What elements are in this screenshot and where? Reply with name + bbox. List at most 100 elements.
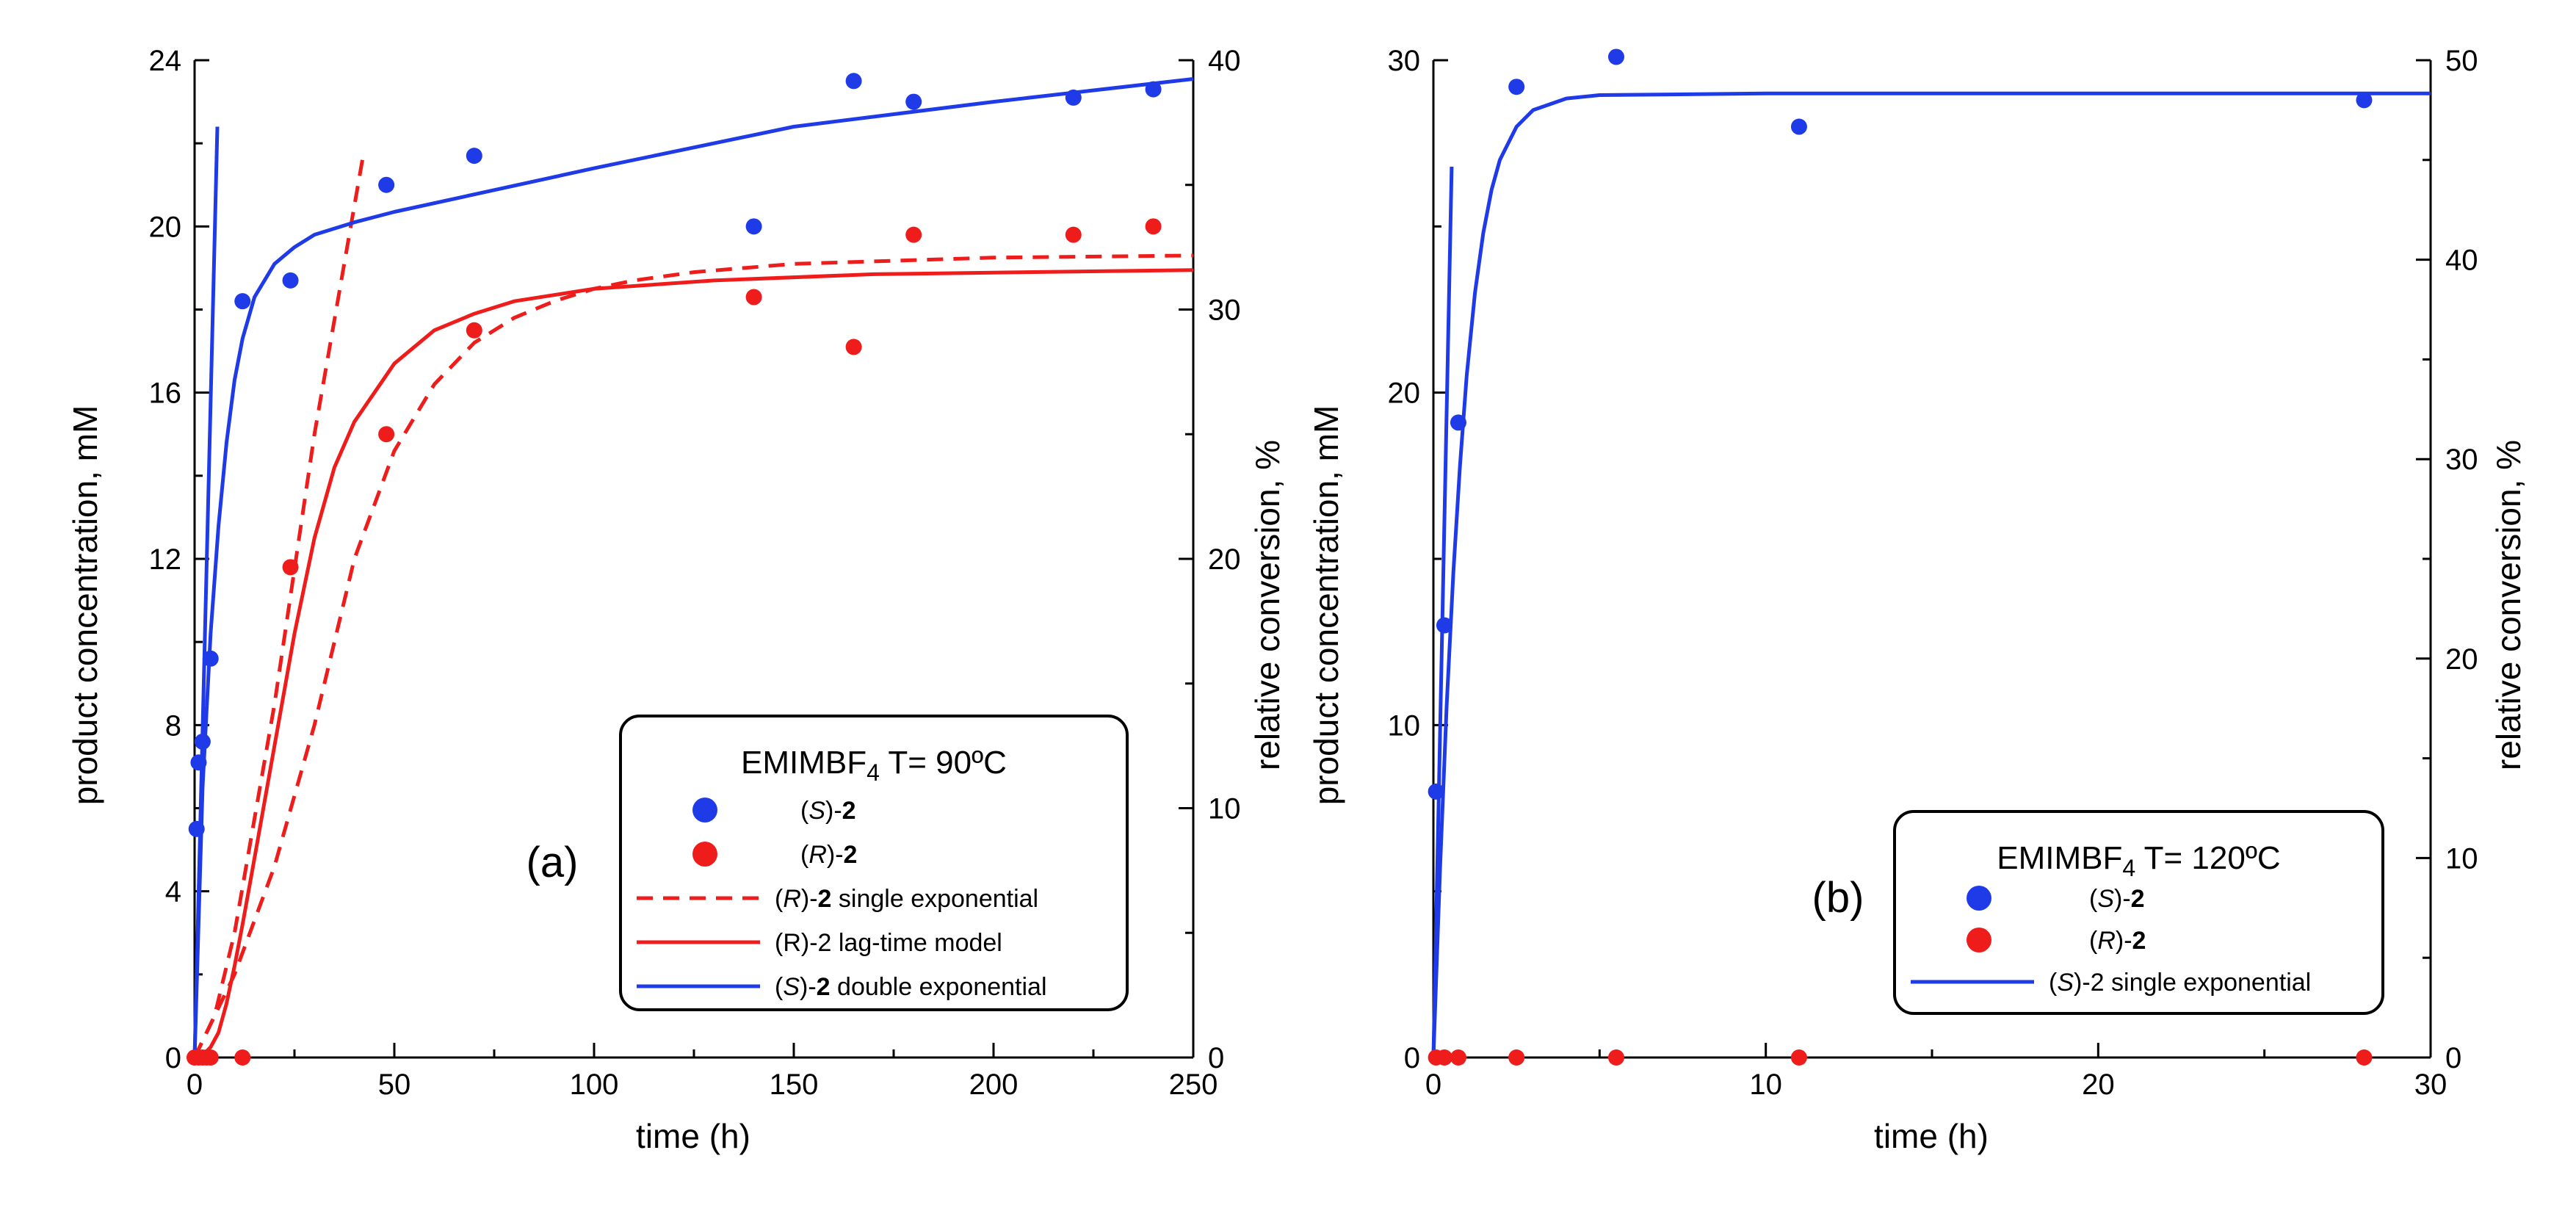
legend-label: (R)-2 [800,841,857,869]
legend-box [1893,810,2384,1015]
y2-axis-title-a: relative conversion, % [1248,440,1287,770]
legend-label: (S)-2 [2089,885,2145,913]
axes-a [193,59,1195,1059]
y-axis-title-a: product concentration, mM [66,405,104,806]
data-point-blue [282,272,299,289]
curve--r-2-single-exponential-initial-slope- [192,159,364,1059]
data-point-red [282,559,299,576]
y-axis-title-b: product concentration, mM [1307,405,1345,806]
data-point-red [234,1049,251,1066]
y2-tick-label: 40 [1208,45,1241,77]
x-axis-title-a: time (h) [636,1117,750,1155]
data-point-red [1790,1049,1807,1066]
x-tick-label: 200 [969,1069,1019,1101]
y-tick-label: 20 [1388,377,1421,410]
data-point-blue [1790,118,1807,135]
data-point-red [1607,1049,1624,1066]
data-point-red [466,322,482,339]
curve--s-2-single-exponential [1431,91,2431,1058]
data-point-red [1065,226,1082,243]
legend-label: (S)-2 [800,797,856,825]
y-tick-label: 8 [165,709,181,742]
x-tick-label: 30 [2414,1069,2447,1101]
data-point-blue [1450,414,1466,431]
x-tick-label: 10 [1749,1069,1782,1101]
curve--r-2-single-exponential [192,253,1194,1059]
y-tick-label: 30 [1388,45,1421,77]
legend-title: EMIMBF4 T= 120ºC [1997,840,2280,881]
series-a [187,73,1194,1066]
data-point-blue [905,93,922,110]
data-point-red [745,289,762,306]
y2-tick-label: 20 [1208,543,1241,576]
legend-marker [692,842,717,867]
curve--s-2-initial-slope [192,126,220,1058]
data-point-blue [1436,617,1452,634]
data-point-red [378,426,395,443]
panel-label-a: (a) [527,839,579,886]
data-point-blue [845,73,862,90]
x-tick-label: 0 [1425,1069,1441,1101]
data-point-red [1436,1049,1452,1066]
data-point-blue [188,820,205,837]
legend-marker [1967,928,1991,952]
series-b [1428,48,2431,1066]
data-point-red [845,339,862,355]
y2-tick-label: 50 [2445,45,2478,77]
y-tick-label: 10 [1388,709,1421,742]
y-tick-label: 0 [1404,1042,1420,1074]
y-tick-label: 0 [165,1042,181,1074]
y2-tick-label: 0 [2445,1042,2461,1074]
data-point-red [905,226,922,243]
y2-tick-label: 20 [2445,643,2478,676]
data-point-blue [202,650,219,667]
curve--s-2-double-exponential [192,77,1194,1058]
y-tick-label: 4 [165,876,181,908]
y-tick-label: 24 [149,45,182,77]
y2-tick-label: 10 [2445,842,2478,875]
data-point-blue [1065,89,1082,106]
data-point-blue [1607,48,1624,65]
data-point-blue [194,733,211,750]
x-tick-label: 50 [378,1069,411,1101]
data-point-red [202,1049,219,1066]
data-point-blue [1428,783,1444,800]
x-tick-label: 150 [770,1069,819,1101]
y2-tick-label: 40 [2445,245,2478,277]
data-point-blue [1508,79,1525,95]
data-point-blue [466,148,482,164]
data-point-red [1145,218,1162,235]
data-point-red [2356,1049,2373,1066]
data-point-blue [1145,81,1162,98]
y-tick-label: 20 [149,211,182,243]
data-point-blue [190,754,207,771]
data-point-blue [378,176,395,193]
legend-marker [1967,886,1991,911]
y2-tick-label: 30 [2445,444,2478,476]
x-tick-label: 100 [570,1069,619,1101]
legend-box [619,715,1129,1011]
y-tick-label: 16 [149,377,182,410]
legend-a: EMIMBF4 T= 90ºC (S)-2 (R)-2 (R)-2 single ex… [619,715,1129,1011]
y-tick-label: 12 [149,543,182,576]
x-tick-label: 250 [1169,1069,1218,1101]
data-point-red [1508,1049,1525,1066]
y2-tick-label: 30 [1208,294,1241,327]
legend-label: (S)-2 double exponential [775,973,1047,1001]
data-point-blue [2356,92,2373,109]
y2-tick-label: 0 [1208,1042,1224,1074]
legend-marker [692,798,717,822]
legend-label: (R)-2 lag-time model [775,929,1002,957]
data-point-blue [234,293,251,310]
legend-b: EMIMBF4 T= 120ºC (S)-2 (R)-2 (S)-2 single e… [1893,810,2384,1015]
legend-title: EMIMBF4 T= 90ºC [741,745,1007,786]
data-point-blue [745,218,762,235]
y2-axis-title-b: relative conversion, % [2489,440,2528,770]
curve--r-2-lag-time-model [194,268,1194,1060]
y2-tick-label: 10 [1208,793,1241,825]
